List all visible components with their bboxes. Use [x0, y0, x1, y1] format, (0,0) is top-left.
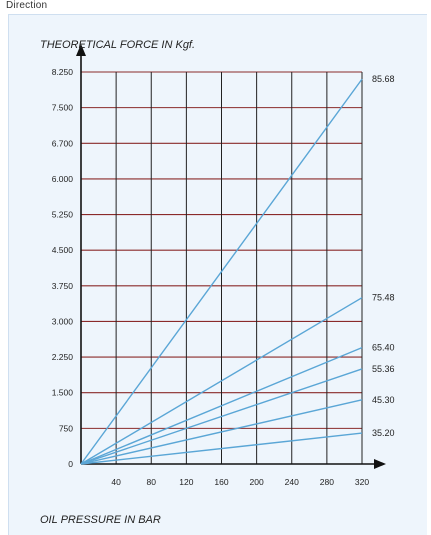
series-line	[80, 399, 363, 465]
chart-panel	[8, 14, 427, 535]
series-line	[80, 78, 363, 465]
series-line	[80, 346, 363, 465]
series-label: 75.48	[372, 293, 395, 303]
series-label: 55.36	[372, 364, 395, 374]
y-tick-label: 2.250	[52, 352, 74, 362]
y-tick-label: 6.700	[52, 138, 74, 148]
y-tick-label: 7.500	[52, 103, 74, 113]
y-tick-label: 4.500	[52, 245, 74, 255]
y-tick-label: 0	[68, 459, 73, 469]
y-tick-label: 3.750	[52, 281, 74, 291]
x-tick-label: 80	[147, 477, 157, 487]
y-tick-label: 1.500	[52, 388, 74, 398]
series-label: 85.68	[372, 74, 395, 84]
y-axis-arrow	[76, 44, 86, 56]
x-tick-label: 320	[355, 477, 369, 487]
y-tick-label: 3.000	[52, 316, 74, 326]
y-tick-label: 8.250	[52, 67, 74, 77]
x-tick-label: 160	[214, 477, 228, 487]
x-axis-title: OIL PRESSURE IN BAR	[40, 514, 161, 526]
x-tick-label: 200	[250, 477, 264, 487]
x-tick-label: 120	[179, 477, 193, 487]
series-line	[80, 368, 363, 465]
x-tick-label: 40	[111, 477, 121, 487]
x-tick-label: 240	[285, 477, 299, 487]
y-tick-label: 750	[59, 423, 73, 433]
x-tick-label: 280	[320, 477, 334, 487]
y-tick-label: 5.250	[52, 210, 74, 220]
series-label: 45.30	[372, 395, 395, 405]
series-line	[80, 297, 363, 465]
chart-title: THEORETICAL FORCE IN Kgf.	[40, 39, 195, 51]
x-axis-arrow	[374, 459, 386, 469]
series-label: 35.20	[372, 428, 395, 438]
y-tick-label: 6.000	[52, 174, 74, 184]
series-label: 65.40	[372, 343, 395, 353]
series-line	[80, 432, 363, 465]
header-text: Direction	[6, 0, 48, 11]
